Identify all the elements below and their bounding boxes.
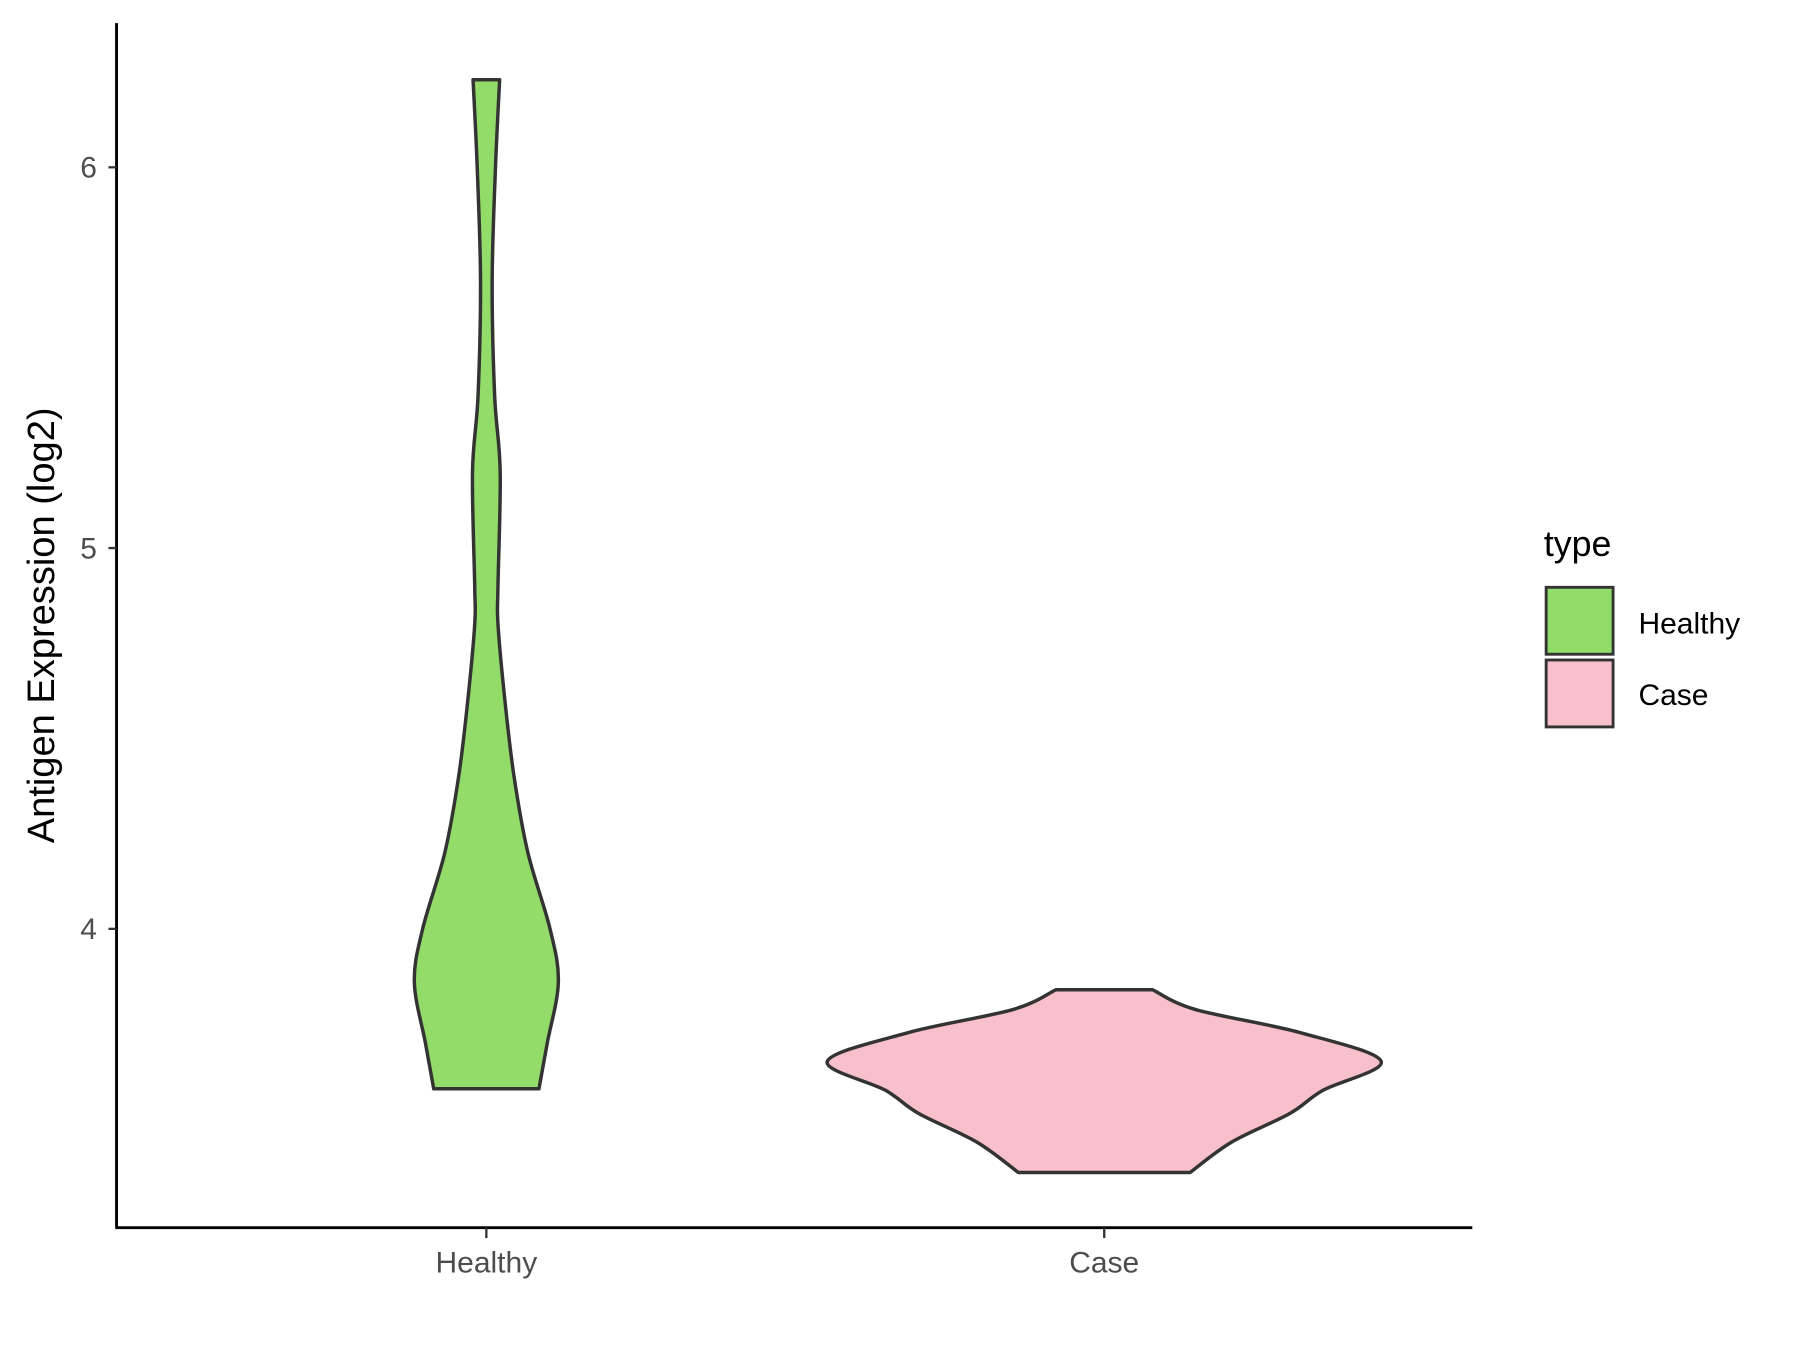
x-ticks: Healthy Case [435, 1227, 1139, 1280]
y-ticks: 4 5 6 [80, 152, 117, 946]
violins [412, 77, 1383, 1175]
legend-label-case: Case [1638, 679, 1708, 712]
y-tick-label: 4 [80, 913, 97, 946]
y-axis-label: Antigen Expression (log2) [21, 407, 63, 843]
legend-key-healthy [1544, 585, 1615, 656]
y-tick-label: 6 [80, 152, 97, 185]
x-tick-label: Healthy [435, 1247, 537, 1280]
legend: type Healthy Case [1544, 524, 1740, 729]
legend-key-case [1544, 658, 1615, 729]
legend-label-healthy: Healthy [1638, 607, 1740, 640]
y-tick-label: 5 [80, 532, 97, 565]
violin-case [825, 988, 1383, 1175]
legend-title: type [1544, 524, 1612, 564]
violin-healthy [412, 77, 561, 1091]
x-tick-label: Case [1069, 1247, 1139, 1280]
